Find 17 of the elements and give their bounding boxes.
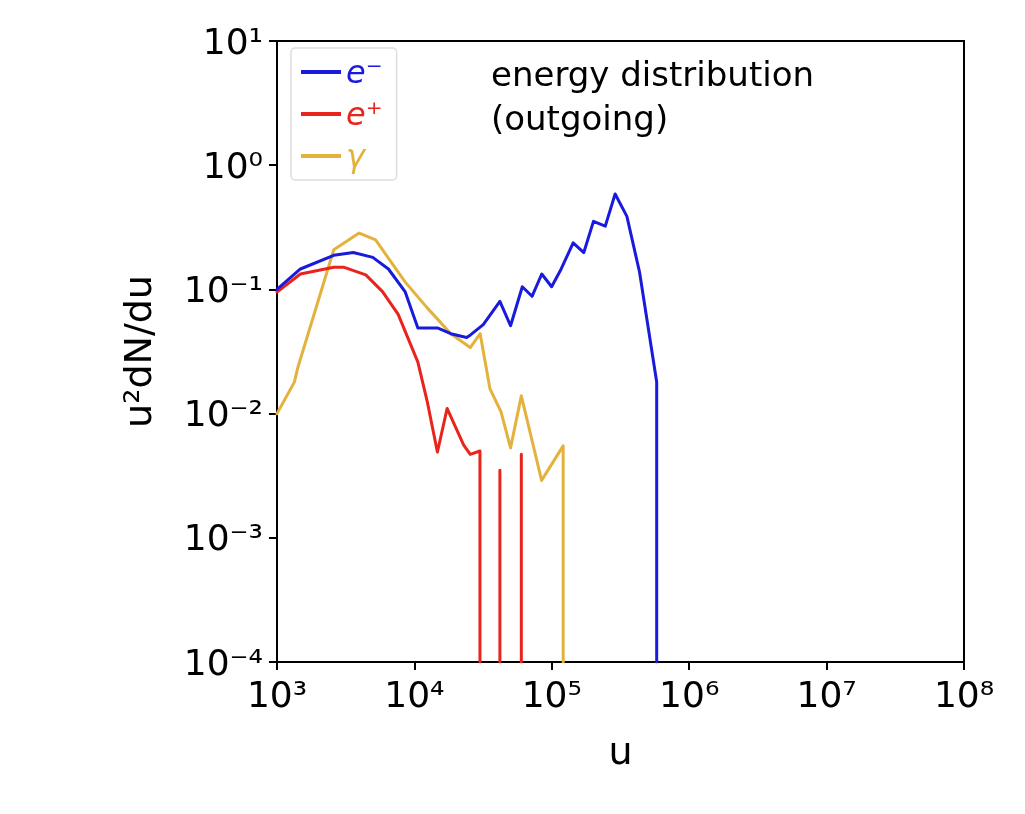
annotation: energy distribution (outgoing) xyxy=(491,54,815,138)
y-tick-label: 10⁻¹ xyxy=(183,268,263,310)
x-tick-label: 10³ xyxy=(246,673,308,715)
x-tick-label: 10⁴ xyxy=(384,673,445,715)
y-tick-label: 10⁰ xyxy=(202,144,263,186)
y-tick-label: 10⁻³ xyxy=(183,517,263,559)
x-tick-label: 10⁸ xyxy=(933,673,995,715)
y-tick-label: 10¹ xyxy=(202,20,263,62)
x-tick-label: 10⁵ xyxy=(521,673,582,715)
x-axis-title: u xyxy=(608,729,633,773)
legend-label: e⁺ xyxy=(346,95,383,133)
legend-label: γ xyxy=(346,137,367,175)
y-tick-label: 10⁻² xyxy=(183,393,263,435)
x-tick-label: 10⁶ xyxy=(659,673,720,715)
y-axis-title: u²dN/du xyxy=(116,275,160,428)
legend-label: e⁻ xyxy=(346,53,383,91)
x-tick-label: 10⁷ xyxy=(796,673,857,715)
